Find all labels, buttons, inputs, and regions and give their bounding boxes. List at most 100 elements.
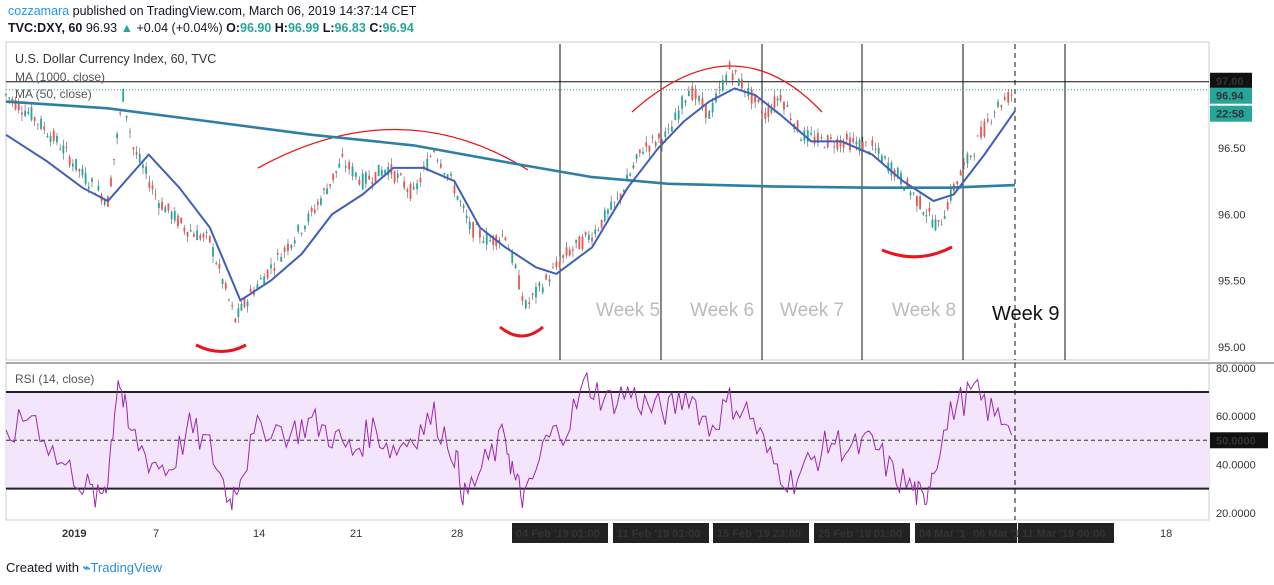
candle: [909, 192, 912, 196]
rsi-line: [5, 371, 1013, 511]
candle: [600, 219, 603, 228]
candle: [916, 195, 918, 206]
candle: [177, 215, 179, 226]
candle: [757, 99, 760, 103]
candle: [326, 188, 328, 195]
candle: [858, 139, 861, 152]
candle: [594, 229, 597, 235]
candle: [468, 221, 471, 230]
candle: [237, 308, 240, 317]
candle: [368, 175, 370, 180]
candle: [783, 101, 785, 110]
candle: [610, 201, 613, 210]
author[interactable]: cozzamara: [8, 4, 70, 18]
x-label: 7: [153, 528, 159, 540]
candle: [33, 117, 36, 121]
candle: [287, 243, 289, 251]
x-label: 25 Feb '19 01:00: [818, 528, 902, 540]
candle: [806, 130, 809, 142]
candle: [501, 234, 504, 236]
close-value: 96.94: [382, 21, 414, 35]
candle: [884, 156, 886, 159]
candle: [865, 141, 867, 143]
candle: [687, 90, 690, 97]
candle: [196, 230, 198, 241]
candle: [761, 110, 763, 115]
candle: [361, 173, 364, 190]
candle: [817, 133, 819, 143]
candle: [164, 207, 167, 213]
level-tag: 97.00: [1216, 76, 1244, 88]
open-label: O:: [226, 21, 240, 35]
candle: [587, 234, 590, 240]
candle: [234, 318, 237, 323]
candle: [800, 139, 802, 141]
candle: [396, 173, 399, 178]
candle: [934, 219, 937, 231]
candle: [541, 287, 544, 293]
candle: [249, 288, 252, 292]
candle: [290, 244, 293, 249]
candle: [157, 203, 160, 209]
candle: [62, 145, 65, 154]
symbol-legend: U.S. Dollar Currency Index, 60, TVC: [15, 52, 217, 66]
candle: [654, 142, 657, 146]
candle: [575, 239, 578, 243]
brand[interactable]: TradingView: [90, 560, 162, 575]
x-label: 11 Mar '19 00:00: [1022, 528, 1105, 540]
candle: [489, 240, 492, 242]
candle: [877, 147, 880, 154]
candle: [416, 183, 418, 190]
candle: [718, 86, 721, 88]
candle: [597, 229, 600, 231]
x-label-bg: [1018, 523, 1114, 543]
candle: [113, 158, 115, 160]
candle: [24, 110, 27, 116]
candle: [243, 298, 246, 307]
candle: [694, 89, 697, 100]
candle: [880, 155, 883, 163]
candle: [578, 236, 581, 250]
candle: [731, 73, 734, 81]
low-value: 96.83: [334, 21, 366, 35]
candle: [132, 147, 135, 150]
candle: [518, 275, 520, 290]
candle: [365, 172, 367, 184]
candle: [393, 171, 396, 183]
candle: [997, 101, 999, 107]
week-label: Week 6: [690, 300, 754, 321]
candle: [221, 279, 224, 285]
candle: [658, 133, 660, 139]
candle: [374, 172, 377, 183]
candle: [167, 203, 170, 211]
candle: [648, 145, 651, 152]
candle: [852, 138, 855, 143]
candle: [371, 181, 374, 184]
publish-info: cozzamara published on TradingView.com, …: [8, 4, 416, 18]
x-label: 15 Feb '19 23:00: [717, 528, 801, 540]
candle: [584, 231, 587, 236]
candle: [754, 93, 757, 103]
candle: [30, 107, 33, 121]
candle: [189, 229, 192, 232]
last-tag: 96.94: [1216, 91, 1244, 103]
candle: [504, 237, 507, 241]
candle: [316, 201, 319, 205]
candle: [969, 155, 972, 158]
countdown-tag-bg: [1210, 105, 1252, 122]
candle: [119, 112, 122, 114]
candle: [46, 135, 49, 138]
tradingview-logo-icon[interactable]: ⌁: [82, 560, 91, 575]
candle: [193, 233, 195, 237]
candle: [562, 255, 565, 258]
candle: [11, 98, 14, 102]
candle: [351, 166, 354, 177]
candle: [871, 140, 874, 146]
candle: [419, 177, 422, 183]
candle: [779, 94, 782, 101]
candle: [839, 140, 842, 147]
candle: [145, 166, 148, 174]
low-label: L:: [322, 21, 335, 35]
candle: [462, 205, 465, 209]
